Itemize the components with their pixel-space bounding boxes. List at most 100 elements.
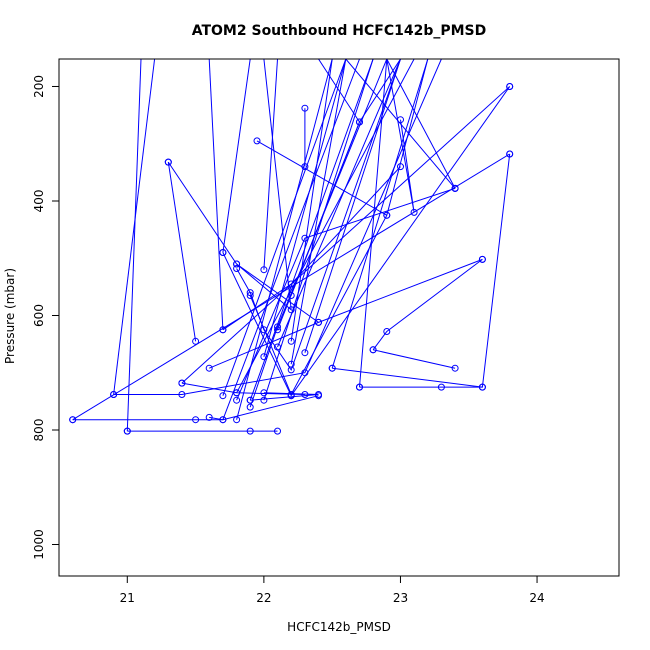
series-10 — [205, 59, 360, 424]
series-42 — [369, 346, 459, 372]
series-line — [256, 140, 388, 216]
series-line — [359, 59, 388, 388]
data-point — [274, 343, 281, 351]
data-point — [315, 318, 322, 326]
series-17 — [233, 59, 295, 314]
series-line — [331, 59, 429, 369]
data-point — [246, 292, 254, 299]
series-line — [222, 166, 401, 331]
data-point — [383, 328, 391, 335]
series-line — [236, 59, 415, 394]
series-38 — [328, 59, 429, 372]
x-tick-label: 24 — [529, 591, 544, 605]
series-line — [113, 59, 156, 395]
data-point — [219, 416, 227, 424]
data-point — [219, 326, 227, 334]
series-line — [332, 367, 483, 388]
series-21 — [233, 59, 333, 424]
series-35 — [301, 104, 309, 171]
series-5 — [110, 59, 156, 398]
series-line — [290, 59, 333, 342]
series-40 — [356, 59, 388, 391]
series-45 — [345, 59, 459, 192]
x-axis: 21 22 23 24 — [120, 575, 545, 605]
series-line — [249, 59, 429, 396]
data-point — [356, 118, 363, 126]
data-point — [233, 260, 241, 268]
y-tick-label: 600 — [32, 304, 46, 327]
data-point — [274, 326, 281, 334]
data-point — [287, 360, 295, 368]
y-axis-label: Pressure (mbar) — [3, 268, 17, 364]
series-line — [263, 59, 278, 270]
data-point — [478, 383, 486, 391]
data-point — [260, 266, 268, 274]
series-line — [222, 252, 292, 396]
series-line — [386, 59, 456, 189]
data-point — [246, 403, 254, 411]
series-line — [236, 59, 333, 420]
data-point — [178, 391, 186, 398]
y-tick-label: 200 — [32, 75, 46, 98]
data-point — [301, 234, 309, 242]
series-line — [263, 59, 347, 357]
series-3 — [123, 59, 142, 435]
data-point — [260, 353, 268, 361]
data-point — [301, 104, 309, 112]
data-point — [287, 337, 295, 345]
series-23 — [246, 59, 374, 404]
data-point — [356, 383, 363, 391]
series-15 — [208, 59, 227, 334]
series-line — [167, 162, 197, 342]
series-28 — [260, 59, 347, 361]
data-point — [123, 427, 131, 435]
data-point — [328, 364, 336, 372]
series-line — [209, 258, 483, 369]
series-line — [249, 59, 374, 401]
data-point — [219, 392, 227, 400]
series-16 — [219, 59, 347, 400]
series-33 — [287, 59, 333, 345]
series-line — [372, 259, 483, 351]
data-point — [233, 265, 241, 272]
data-point — [274, 323, 281, 331]
series-line — [72, 395, 319, 421]
series-line — [263, 59, 374, 401]
series-line — [359, 153, 511, 388]
series-line — [236, 187, 456, 401]
series-line — [126, 59, 142, 432]
x-axis-label: HCFC142b_PMSD — [287, 620, 391, 634]
data-point — [451, 184, 459, 192]
series-line — [222, 59, 347, 396]
series-line — [345, 59, 456, 189]
data-point — [274, 427, 281, 435]
data-point — [506, 83, 514, 90]
data-point — [110, 391, 118, 398]
series-29 — [260, 59, 374, 404]
series-line — [236, 59, 292, 311]
series-line — [208, 59, 224, 330]
data-point — [69, 416, 77, 424]
series-line — [250, 392, 319, 401]
data-point — [287, 392, 295, 400]
y-tick-label: 1000 — [32, 529, 46, 560]
data-point — [383, 211, 391, 219]
series-26 — [253, 137, 391, 219]
plot-area — [69, 59, 514, 435]
data-point — [369, 346, 377, 354]
series-line — [222, 59, 251, 253]
data-point — [287, 306, 295, 314]
data-point — [233, 416, 241, 424]
data-point — [301, 349, 309, 357]
data-point — [410, 208, 418, 216]
chart-title: ATOM2 Southbound HCFC142b_PMSD — [192, 23, 487, 39]
series-line — [209, 59, 360, 421]
series-46 — [287, 83, 514, 400]
y-tick-label: 400 — [32, 190, 46, 213]
series-line — [304, 59, 401, 353]
y-axis: 200 400 600 800 1000 — [32, 75, 60, 560]
x-tick-label: 23 — [393, 591, 408, 605]
data-point — [233, 396, 241, 404]
